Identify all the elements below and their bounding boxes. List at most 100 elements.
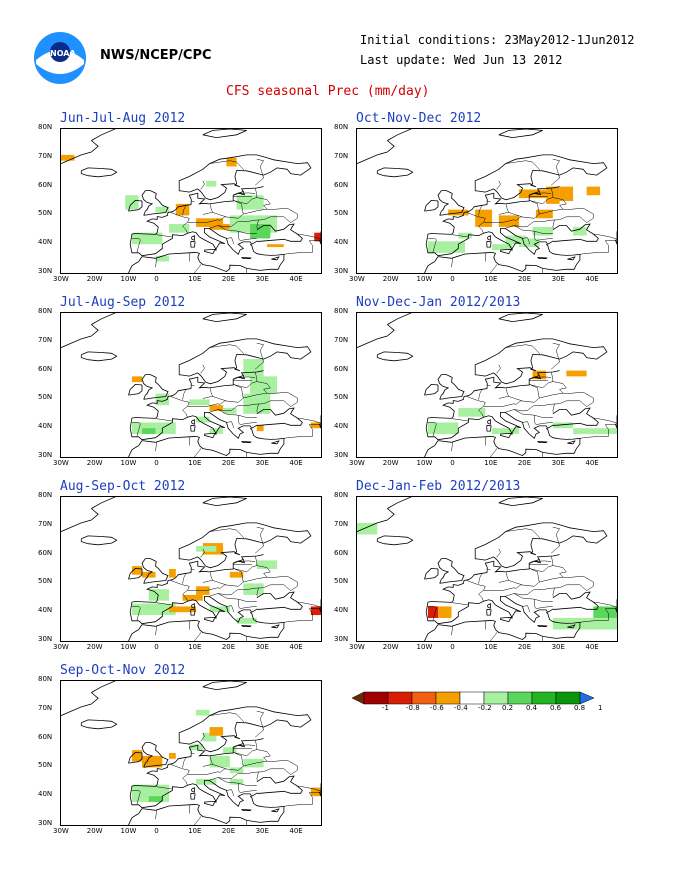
coastline — [80, 719, 118, 730]
country-border — [209, 712, 230, 716]
country-border — [194, 264, 202, 273]
country-border — [505, 204, 510, 213]
coastline — [141, 558, 169, 584]
anomaly-patch — [243, 758, 264, 768]
anomaly-patch — [573, 428, 617, 434]
country-border — [229, 712, 244, 722]
coastline — [128, 567, 143, 580]
country-border — [182, 205, 187, 216]
country-border — [233, 565, 257, 573]
coastline — [500, 248, 512, 255]
lon-label: 10W — [120, 827, 137, 835]
coastline — [486, 424, 492, 432]
coastline — [204, 616, 216, 623]
country-border — [529, 565, 553, 573]
anomaly-patch — [573, 617, 594, 627]
coastline — [486, 608, 492, 616]
country-border — [452, 418, 469, 422]
coastline — [256, 775, 303, 791]
coastline — [178, 522, 312, 569]
coastline — [129, 780, 303, 809]
lon-label: 20W — [86, 827, 103, 835]
country-border — [233, 197, 257, 205]
country-border — [243, 392, 268, 399]
anomaly-patch — [492, 428, 520, 434]
coastline — [614, 415, 617, 429]
country-border — [504, 188, 594, 229]
anomaly-patch — [169, 224, 190, 233]
country-border — [525, 344, 540, 354]
country-border — [498, 580, 523, 586]
coastline — [256, 223, 303, 239]
country-border — [256, 587, 259, 597]
lon-label: 10E — [188, 643, 202, 651]
anomaly-patch — [243, 583, 264, 595]
lat-label: 40N — [334, 238, 349, 247]
lon-label: 30W — [349, 643, 365, 651]
country-border — [534, 231, 553, 241]
lon-label: 20E — [221, 459, 236, 467]
coastline — [202, 497, 247, 507]
lon-label: 30E — [255, 643, 269, 651]
country-border — [593, 417, 617, 424]
anomaly-patch — [226, 157, 237, 167]
coastline — [61, 497, 116, 532]
anomaly-patch — [169, 753, 176, 759]
lon-label: 20E — [517, 275, 532, 283]
colorbar-label: 0.8 — [574, 704, 586, 712]
country-border — [255, 342, 264, 370]
coastline — [376, 535, 414, 546]
country-border — [229, 344, 244, 354]
map-panel — [60, 496, 322, 642]
country-border — [233, 381, 257, 389]
country-border — [155, 442, 157, 452]
anomaly-patch — [310, 422, 321, 429]
lat-label: 80N — [334, 307, 349, 315]
map-panel — [60, 128, 322, 274]
lon-label: 10W — [416, 643, 433, 651]
anomaly-patch — [593, 606, 617, 618]
country-border — [200, 180, 205, 190]
country-border — [191, 384, 195, 386]
lon-label: 20E — [517, 459, 532, 467]
coastline — [437, 427, 581, 457]
coastline — [498, 497, 543, 507]
anomaly-patch — [142, 755, 163, 768]
coastline — [256, 407, 303, 423]
country-border — [209, 204, 214, 213]
coastline — [567, 256, 576, 261]
country-border — [427, 422, 437, 437]
country-border — [505, 160, 526, 164]
coastline — [80, 351, 118, 362]
country-border — [170, 396, 190, 418]
country-border — [229, 528, 244, 538]
map-panel — [356, 128, 618, 274]
country-border — [131, 238, 141, 253]
anomaly-patch — [175, 203, 190, 216]
colorbar-swatch — [483, 691, 509, 705]
anomaly-patch — [125, 195, 139, 210]
country-border — [552, 587, 555, 597]
country-border — [255, 710, 264, 738]
country-border — [202, 580, 227, 586]
anomaly-patch — [573, 226, 587, 236]
anomaly-patch — [148, 796, 163, 802]
lon-label: 30W — [349, 459, 365, 467]
coastline — [190, 424, 196, 432]
lon-label: 20W — [382, 459, 399, 467]
lon-label: 30W — [53, 459, 69, 467]
lat-label: 80N — [334, 123, 349, 131]
coastline — [424, 440, 439, 457]
lat-label: 80N — [38, 123, 53, 131]
country-border — [451, 258, 453, 268]
coastline — [61, 313, 116, 348]
country-border — [529, 197, 553, 205]
coastline — [241, 809, 252, 812]
lat-label: 70N — [38, 151, 53, 160]
country-border — [525, 528, 540, 538]
anomaly-patch — [256, 560, 278, 569]
lon-label: 0 — [450, 459, 455, 467]
coastline — [424, 624, 439, 641]
coastline — [241, 441, 252, 444]
coastline — [204, 800, 216, 807]
